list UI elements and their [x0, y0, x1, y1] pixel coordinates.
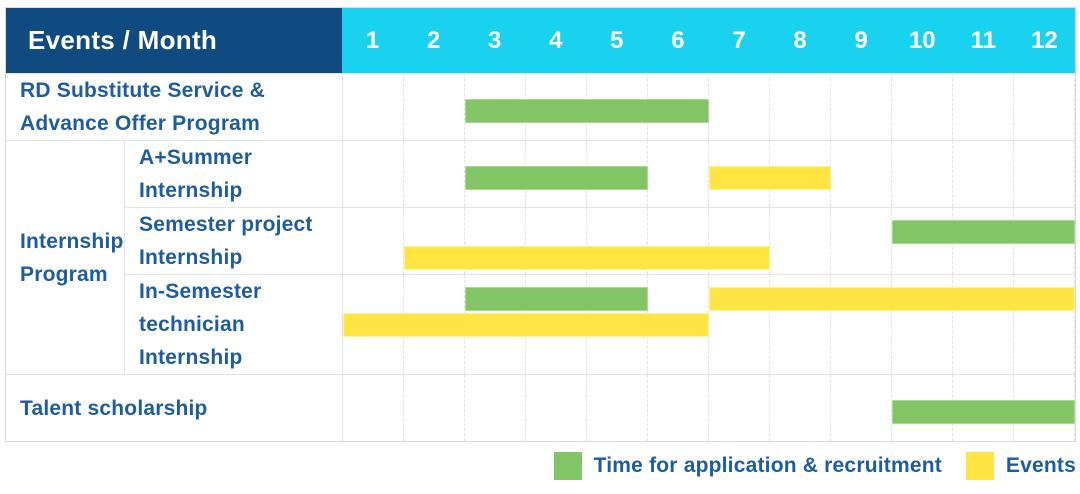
row-label-talent-scholarship: Talent scholarship: [6, 374, 342, 441]
month-gridline: [831, 141, 892, 207]
row-label-rd-substitute: RD Substitute Service & Advance Offer Pr…: [6, 73, 342, 140]
gantt-bar-green: [465, 99, 709, 123]
month-gridline: [404, 74, 465, 140]
month-label: 2: [426, 26, 441, 54]
month-gridline: [1014, 275, 1075, 374]
month-gridline: [648, 208, 709, 274]
month-gridline: [709, 74, 770, 140]
month-gridline: [465, 375, 526, 441]
month-gridline: [343, 208, 404, 274]
month-label: 8: [793, 26, 807, 54]
legend-item-application-recruitment: Time for application & recruitment: [553, 452, 942, 480]
month-gridline: [831, 74, 892, 140]
month-gridline: [831, 275, 892, 374]
month-gridline: [648, 141, 709, 207]
green-swatch-icon: [553, 452, 582, 480]
gantt-lane: [342, 374, 1075, 441]
month-gridline: [709, 375, 770, 441]
gantt-bar-green: [892, 400, 1075, 424]
month-gridline: [1014, 74, 1075, 140]
legend: Time for application & recruitment Event…: [553, 450, 1076, 482]
month-gridline: [465, 208, 526, 274]
month-gridline: [831, 208, 892, 274]
month-gridline: [587, 208, 648, 274]
month-gridline: [343, 74, 404, 140]
month-gridline: [526, 208, 587, 274]
gantt-lane: [342, 140, 1075, 207]
month-label: 7: [732, 26, 746, 54]
month-gridline: [343, 141, 404, 207]
month-gridline: [953, 74, 1014, 140]
header-events-month: Events / Month: [6, 8, 342, 73]
row-label-semester-project: Semester project Internship: [125, 207, 342, 274]
gantt-lane: [342, 73, 1075, 140]
gantt-bar-green: [465, 287, 648, 311]
month-gridline: [770, 208, 831, 274]
gantt-bar-green: [465, 166, 648, 190]
table-title: Events / Month: [28, 25, 218, 55]
row-label-in-semester-technician: In-Semester technician Internship: [125, 274, 342, 374]
yellow-swatch-icon: [965, 452, 994, 480]
month-gridline: [404, 375, 465, 441]
month-label: 12: [1031, 26, 1058, 54]
month-gridline: [770, 275, 831, 374]
month-gridline: [892, 275, 953, 374]
month-gridline: [404, 208, 465, 274]
month-gridline: [953, 141, 1014, 207]
month-gridline: [770, 74, 831, 140]
gantt-bar-yellow: [709, 166, 831, 190]
month-gridline: [587, 375, 648, 441]
gantt-bar-green: [892, 220, 1075, 244]
month-label: 3: [488, 26, 502, 54]
row-label-a-plus-summer: A+Summer Internship: [125, 140, 342, 207]
gantt-bar-yellow: [343, 313, 709, 337]
legend-item-events: Events: [965, 452, 1076, 480]
month-label: 1: [365, 26, 380, 54]
month-gridline: [526, 375, 587, 441]
gantt-lane: [342, 207, 1075, 274]
month-gridline: [648, 375, 709, 441]
month-label: 5: [610, 26, 624, 54]
month-gridline: [709, 208, 770, 274]
gantt-table: Events / Month 1 2 3 4 5 6 7 8 9 10 11 12 RD Substi…: [5, 7, 1076, 442]
month-label: 11: [970, 26, 996, 54]
month-label: 4: [549, 26, 563, 54]
month-gridline: [709, 275, 770, 374]
gantt-bar-yellow: [709, 287, 1075, 311]
month-gridline: [343, 375, 404, 441]
month-label: 10: [908, 26, 936, 54]
legend-label: Events: [1005, 454, 1076, 477]
header-months: 1 2 3 4 5 6 7 8 9 10 11 12: [342, 8, 1075, 73]
month-gridline: [770, 375, 831, 441]
month-gridline: [892, 74, 953, 140]
legend-label: Time for application & recruitment: [593, 454, 942, 477]
month-gridline: [831, 375, 892, 441]
group-label-internship-program: Internship Program: [6, 140, 125, 374]
month-gridline: [1014, 141, 1075, 207]
gantt-lane: [342, 274, 1075, 374]
month-label: 6: [671, 26, 685, 54]
month-gridline: [404, 141, 465, 207]
gantt-bar-yellow: [404, 246, 770, 270]
month-gridline: [953, 275, 1014, 374]
month-gridline: [892, 141, 953, 207]
month-label: 9: [854, 26, 868, 54]
